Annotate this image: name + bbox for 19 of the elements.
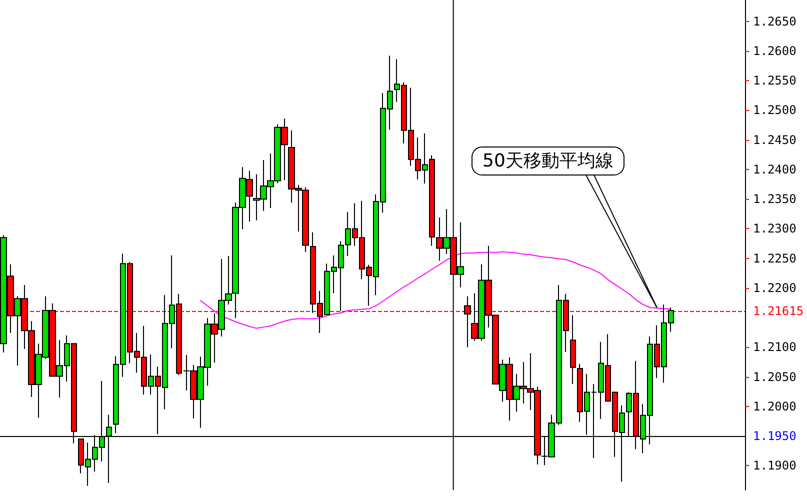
- y-tick-label: 1.2100: [753, 340, 796, 354]
- y-tick-label: 1.2500: [753, 103, 796, 118]
- y-tick-label: 1.2350: [753, 192, 796, 206]
- y-tick-label: 1.2450: [753, 132, 796, 147]
- y-tick-label: 1.2650: [753, 14, 796, 28]
- ref-line-label: 1.21615: [753, 304, 804, 318]
- y-tick-label: 1.2250: [753, 251, 796, 266]
- y-tick-label: 1.2300: [753, 222, 796, 236]
- y-tick-label: 1.2050: [753, 370, 796, 384]
- y-tick-label: 1.2550: [753, 74, 796, 88]
- ref-line-label: 1.1950: [753, 429, 796, 444]
- y-tick-label: 1.2600: [753, 44, 796, 58]
- annotation: 50天移動平均線: [482, 150, 614, 172]
- y-tick-label: 1.2400: [753, 162, 796, 176]
- line-series: [200, 251, 672, 329]
- y-tick-label: 1.2200: [753, 280, 796, 295]
- y-tick-label: 1.1900: [753, 458, 796, 473]
- candlestick: [570, 314, 576, 384]
- y-tick-label: 1.2000: [753, 399, 796, 414]
